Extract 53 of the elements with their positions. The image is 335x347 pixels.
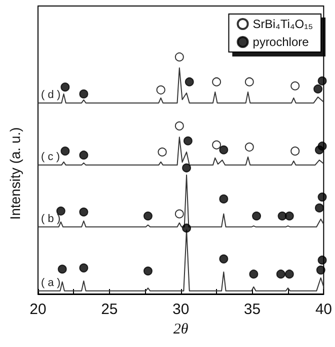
- point: [244, 77, 254, 86]
- point: [290, 81, 300, 90]
- point: [290, 146, 300, 156]
- point: [79, 89, 88, 98]
- point: [316, 266, 326, 275]
- point: [252, 212, 262, 221]
- series-label: ( a ): [41, 276, 61, 289]
- point: [79, 150, 88, 160]
- point: [182, 224, 192, 233]
- point: [276, 270, 286, 279]
- point: [79, 263, 88, 272]
- point: [249, 270, 258, 279]
- point: [174, 209, 184, 218]
- point: [318, 142, 327, 151]
- point: [156, 85, 166, 94]
- point: [318, 76, 327, 86]
- series-label: ( b ): [41, 212, 61, 225]
- point: [79, 207, 88, 216]
- x-tick-label: 25: [101, 301, 118, 318]
- point: [219, 194, 228, 204]
- point: [158, 148, 167, 157]
- series-label: ( d ): [41, 88, 61, 101]
- point: [58, 264, 67, 274]
- point: [182, 163, 192, 172]
- point: [313, 84, 322, 94]
- x-tick-label: 20: [30, 301, 46, 318]
- series-label: ( c ): [41, 151, 60, 164]
- point: [219, 145, 228, 154]
- point: [60, 82, 70, 92]
- point: [212, 77, 222, 86]
- point: [318, 192, 327, 202]
- point: [143, 266, 152, 276]
- legend-label: SrBi₄Ti₄O₁₅: [252, 17, 314, 31]
- point: [244, 142, 254, 152]
- point: [284, 212, 294, 221]
- x-axis-title: 2θ: [173, 321, 189, 338]
- point: [174, 121, 184, 130]
- legend-label: pyrochlore: [252, 35, 310, 49]
- point: [183, 136, 192, 146]
- point: [219, 254, 228, 264]
- point: [56, 206, 66, 216]
- point: [184, 77, 194, 86]
- point: [174, 52, 184, 62]
- point: [284, 270, 294, 279]
- point: [212, 140, 222, 150]
- x-tick-label: 30: [172, 301, 190, 318]
- x-tick-label: 40: [315, 301, 332, 318]
- y-axis-title: Intensity (a. u.): [7, 127, 23, 220]
- point: [318, 256, 327, 265]
- point: [314, 203, 324, 212]
- x-tick-label: 35: [244, 301, 261, 318]
- point: [143, 212, 152, 221]
- point: [60, 146, 70, 156]
